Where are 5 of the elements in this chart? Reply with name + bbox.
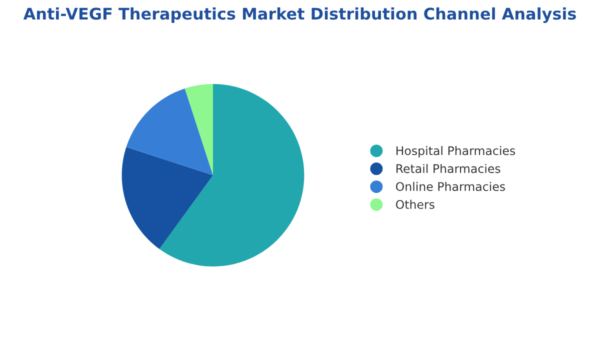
legend-label: Hospital Pharmacies bbox=[396, 146, 516, 158]
legend-label: Others bbox=[396, 200, 434, 209]
legend-label: Online Pharmacies bbox=[396, 182, 505, 191]
legend-label: Retail Pharmacies bbox=[396, 164, 500, 174]
chart-title: Anti-VEGF Therapeutics Market Distribution Channel Analysis bbox=[23, 7, 576, 23]
